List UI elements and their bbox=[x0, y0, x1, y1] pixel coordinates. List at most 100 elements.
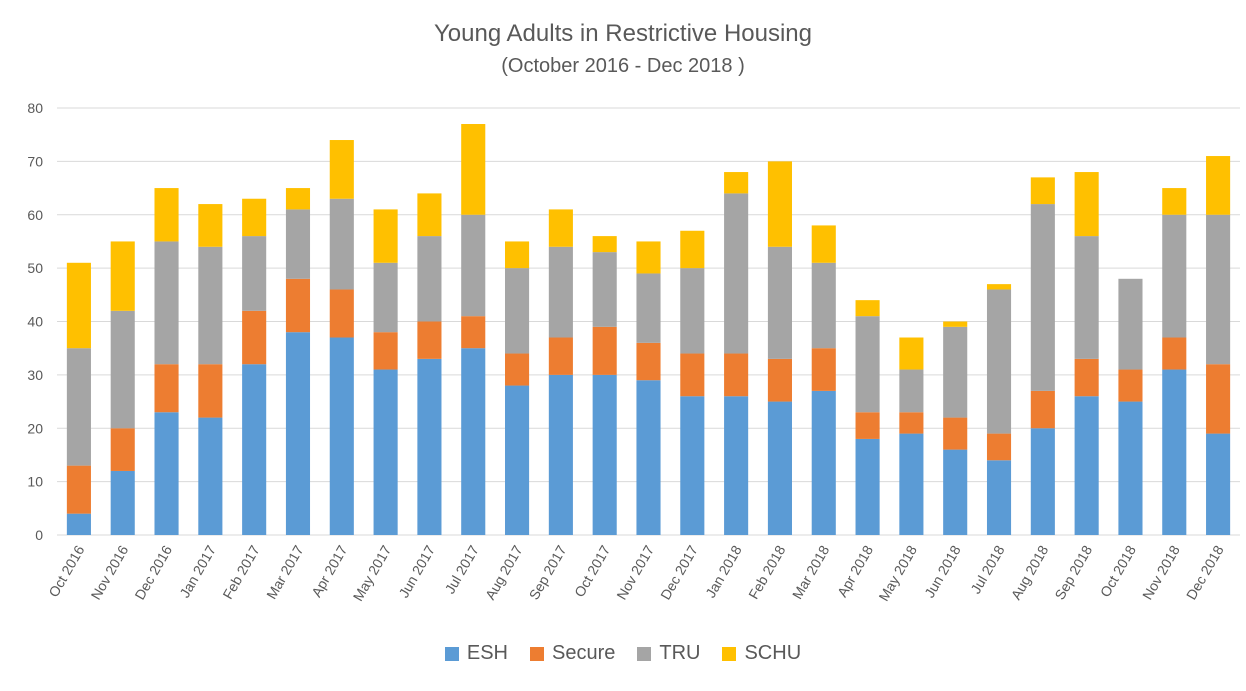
x-tick-label: Oct 2017 bbox=[571, 542, 613, 599]
bar-tru-feb-2017 bbox=[242, 236, 267, 311]
bar-esh-sep-2018 bbox=[1074, 396, 1099, 535]
bar-tru-dec-2017 bbox=[680, 268, 705, 354]
bar-tru-jul-2018 bbox=[986, 289, 1012, 434]
bar-tru-jan-2017 bbox=[198, 246, 223, 365]
bar-esh-feb-2018 bbox=[767, 401, 792, 535]
x-tick-label: Aug 2017 bbox=[482, 542, 526, 602]
x-tick-label: Sep 2018 bbox=[1051, 542, 1095, 602]
bar-tru-aug-2017 bbox=[505, 268, 530, 354]
bar-esh-jun-2017 bbox=[417, 358, 442, 535]
bar-tru-jun-2017 bbox=[417, 236, 442, 322]
bar-esh-aug-2018 bbox=[1030, 428, 1055, 535]
legend-swatch-esh bbox=[444, 646, 459, 661]
legend: ESH Secure TRU SCHU bbox=[0, 642, 1246, 665]
bar-secure-jun-2017 bbox=[417, 321, 442, 359]
bar-schu-aug-2018 bbox=[1030, 177, 1055, 205]
bar-tru-oct-2018 bbox=[1118, 278, 1143, 370]
x-tick-label: Jun 2018 bbox=[921, 542, 964, 600]
bar-tru-sep-2018 bbox=[1074, 236, 1099, 359]
bar-esh-jul-2018 bbox=[986, 460, 1012, 535]
bar-esh-nov-2017 bbox=[636, 380, 661, 535]
bar-secure-nov-2016 bbox=[110, 428, 135, 471]
bar-tru-sep-2017 bbox=[548, 246, 573, 338]
bar-schu-jun-2018 bbox=[943, 321, 968, 327]
x-axis-tick-labels: Oct 2016 Nov 2016 Dec 2016 Jan 2017 Feb 2017… bbox=[45, 542, 1227, 603]
bar-esh-feb-2017 bbox=[242, 364, 267, 535]
bar-esh-apr-2017 bbox=[329, 337, 354, 535]
x-tick-label: Dec 2018 bbox=[1183, 542, 1227, 602]
x-tick-label: May 2017 bbox=[350, 542, 395, 603]
bar-esh-nov-2018 bbox=[1162, 369, 1187, 535]
bar-tru-jan-2018 bbox=[724, 193, 749, 354]
bar-schu-feb-2017 bbox=[242, 198, 267, 237]
x-tick-label: Jul 2017 bbox=[442, 542, 482, 596]
bar-tru-apr-2018 bbox=[855, 316, 880, 413]
legend-label-esh: ESH bbox=[466, 642, 508, 664]
x-tick-label: Oct 2018 bbox=[1097, 542, 1139, 599]
bar-esh-oct-2016 bbox=[66, 513, 91, 535]
bar-esh-sep-2017 bbox=[548, 374, 573, 535]
bar-secure-jun-2018 bbox=[943, 417, 968, 450]
bar-schu-aug-2017 bbox=[505, 241, 530, 269]
y-tick-label: 10 bbox=[27, 474, 43, 490]
bar-tru-dec-2018 bbox=[1206, 214, 1231, 365]
y-tick-label: 70 bbox=[27, 153, 43, 169]
bar-secure-jul-2017 bbox=[461, 316, 486, 349]
x-tick-label: May 2018 bbox=[875, 542, 920, 603]
x-tick-label: Jan 2017 bbox=[176, 542, 219, 600]
bar-tru-mar-2018 bbox=[811, 262, 836, 349]
legend-swatch-tru bbox=[637, 646, 652, 661]
chart-subtitle: (October 2016 - Dec 2018 ) bbox=[501, 55, 745, 77]
bar-schu-may-2017 bbox=[373, 209, 398, 263]
bar-schu-sep-2018 bbox=[1074, 172, 1099, 237]
x-tick-label: Feb 2017 bbox=[219, 542, 263, 601]
bar-secure-oct-2018 bbox=[1118, 369, 1143, 402]
bar-esh-jul-2017 bbox=[461, 348, 486, 535]
bar-esh-mar-2018 bbox=[811, 390, 836, 535]
x-tick-label: Feb 2018 bbox=[745, 542, 789, 601]
legend-item-schu: SCHU bbox=[722, 642, 801, 665]
bar-schu-jun-2017 bbox=[417, 193, 442, 237]
legend-item-secure: Secure bbox=[529, 642, 616, 665]
bar-schu-jul-2018 bbox=[986, 284, 1012, 290]
bar-secure-jul-2018 bbox=[986, 433, 1012, 461]
legend-item-tru: TRU bbox=[637, 642, 700, 665]
bar-esh-aug-2017 bbox=[505, 385, 530, 535]
bar-schu-dec-2018 bbox=[1206, 156, 1231, 215]
legend-swatch-secure bbox=[529, 646, 544, 661]
y-tick-label: 40 bbox=[27, 314, 43, 330]
bar-esh-jun-2018 bbox=[943, 449, 968, 535]
legend-label-secure: Secure bbox=[551, 642, 616, 664]
x-tick-label: Dec 2016 bbox=[131, 542, 175, 602]
bar-secure-dec-2018 bbox=[1206, 364, 1231, 434]
bar-esh-dec-2018 bbox=[1206, 433, 1231, 535]
bar-tru-jun-2018 bbox=[943, 326, 968, 418]
bar-esh-nov-2016 bbox=[110, 470, 135, 535]
bar-secure-sep-2018 bbox=[1074, 358, 1099, 397]
y-tick-label: 20 bbox=[27, 420, 43, 436]
bar-secure-jan-2017 bbox=[198, 364, 223, 418]
bar-tru-may-2018 bbox=[899, 369, 924, 413]
bar-esh-jan-2017 bbox=[198, 417, 223, 535]
bar-secure-dec-2016 bbox=[154, 364, 179, 413]
bar-schu-feb-2018 bbox=[767, 161, 792, 247]
bar-tru-mar-2017 bbox=[285, 209, 311, 279]
bar-secure-feb-2017 bbox=[242, 310, 267, 365]
bar-schu-may-2018 bbox=[899, 337, 924, 370]
y-axis-tick-labels: 0 10 20 30 40 50 60 70 80 bbox=[27, 100, 43, 543]
bar-esh-oct-2018 bbox=[1118, 401, 1143, 535]
bar-schu-nov-2016 bbox=[110, 241, 135, 311]
bar-tru-nov-2018 bbox=[1162, 214, 1187, 338]
bar-esh-apr-2018 bbox=[855, 438, 880, 535]
bar-secure-may-2017 bbox=[373, 332, 398, 370]
bar-schu-apr-2018 bbox=[855, 300, 880, 317]
bar-secure-dec-2017 bbox=[680, 353, 705, 397]
bar-schu-nov-2018 bbox=[1162, 188, 1187, 215]
x-tick-label: Apr 2017 bbox=[308, 542, 350, 599]
y-tick-label: 60 bbox=[27, 207, 43, 223]
bar-esh-oct-2017 bbox=[592, 374, 617, 535]
bar-secure-nov-2018 bbox=[1162, 337, 1187, 370]
bar-schu-mar-2018 bbox=[811, 225, 836, 263]
bar-schu-sep-2017 bbox=[548, 209, 573, 247]
